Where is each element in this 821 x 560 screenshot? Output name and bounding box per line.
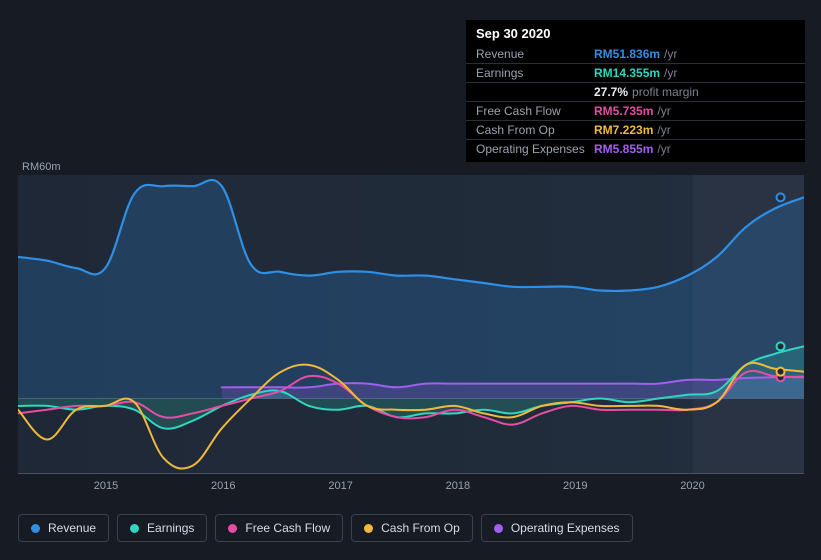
tooltip-row: Free Cash FlowRM5.735m/yr — [466, 102, 805, 121]
tooltip-row-suffix: /yr — [657, 123, 670, 137]
legend-label: Operating Expenses — [511, 521, 620, 535]
tooltip-date: Sep 30 2020 — [466, 26, 805, 45]
tooltip-row-suffix: /yr — [664, 66, 677, 80]
tooltip-row-value: RM5.855m — [594, 142, 653, 156]
tooltip-row-suffix: /yr — [657, 104, 670, 118]
tooltip-row-value: RM7.223m — [594, 123, 653, 137]
x-axis: 2015 2016 2017 2018 2019 2020 — [18, 480, 804, 498]
tooltip-panel: Sep 30 2020 RevenueRM51.836m/yrEarningsR… — [466, 20, 805, 162]
tooltip-row-suffix: /yr — [664, 47, 677, 61]
tooltip-row: Operating ExpensesRM5.855m/yr — [466, 140, 805, 158]
y-tick-label: RM60m — [22, 161, 61, 173]
tooltip-row: RevenueRM51.836m/yr — [466, 45, 805, 64]
tooltip-row: Cash From OpRM7.223m/yr — [466, 121, 805, 140]
tooltip-row-suffix: profit margin — [632, 85, 699, 99]
legend-item[interactable]: Earnings — [117, 514, 207, 542]
gridline-bottom — [18, 473, 804, 474]
x-tick-label: 2017 — [328, 480, 352, 492]
tooltip-row-label: Free Cash Flow — [476, 104, 594, 118]
tooltip-row-value: RM5.735m — [594, 104, 653, 118]
legend-dot-icon — [130, 524, 139, 533]
tooltip-rows: RevenueRM51.836m/yrEarningsRM14.355m/yr2… — [466, 45, 805, 158]
legend-label: Cash From Op — [381, 521, 460, 535]
tooltip-row: 27.7% profit margin — [466, 83, 805, 102]
tooltip-row-label: Cash From Op — [476, 123, 594, 137]
x-tick-label: 2015 — [94, 480, 118, 492]
tooltip-row-value: 27.7% — [594, 85, 628, 99]
legend-item[interactable]: Operating Expenses — [481, 514, 633, 542]
legend-item[interactable]: Revenue — [18, 514, 109, 542]
tooltip-row-suffix: /yr — [657, 142, 670, 156]
tooltip-row-label: Revenue — [476, 47, 594, 61]
legend-label: Revenue — [48, 521, 96, 535]
x-tick-label: 2020 — [680, 480, 704, 492]
tooltip-row: EarningsRM14.355m/yr — [466, 64, 805, 83]
legend-dot-icon — [31, 524, 40, 533]
x-tick-label: 2018 — [446, 480, 470, 492]
legend-dot-icon — [228, 524, 237, 533]
chart-svg — [18, 175, 804, 473]
tooltip-row-value: RM51.836m — [594, 47, 660, 61]
legend-label: Earnings — [147, 521, 194, 535]
chart-area — [18, 175, 804, 473]
legend-label: Free Cash Flow — [245, 521, 330, 535]
tooltip-row-label: Earnings — [476, 66, 594, 80]
tooltip-row-label — [476, 85, 594, 99]
legend-dot-icon — [364, 524, 373, 533]
legend: Revenue Earnings Free Cash Flow Cash From O… — [18, 514, 633, 542]
x-tick-label: 2019 — [563, 480, 587, 492]
legend-item[interactable]: Cash From Op — [351, 514, 473, 542]
legend-item[interactable]: Free Cash Flow — [215, 514, 343, 542]
tooltip-row-value: RM14.355m — [594, 66, 660, 80]
x-tick-label: 2016 — [211, 480, 235, 492]
tooltip-row-label: Operating Expenses — [476, 142, 594, 156]
legend-dot-icon — [494, 524, 503, 533]
